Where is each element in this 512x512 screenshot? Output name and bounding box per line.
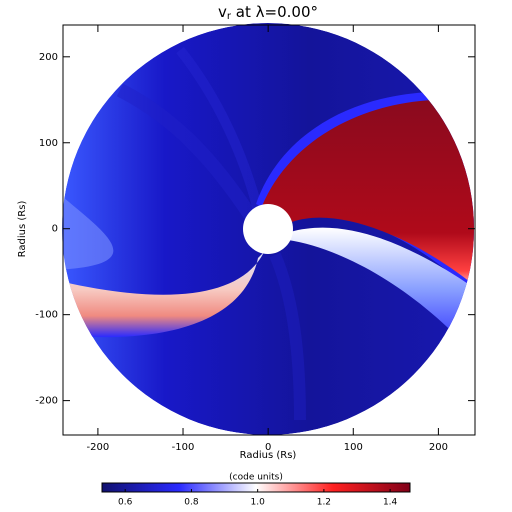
stream-interface (62, 190, 114, 270)
fast-stream (262, 100, 474, 290)
y-tick-label: -100 (35, 310, 58, 321)
colorbar (101, 482, 411, 493)
title-subscript: r (227, 11, 232, 22)
x-tick-label: 200 (429, 442, 448, 453)
x-axis-label: Radius (Rs) (240, 450, 297, 461)
x-tick-label: 0 (265, 442, 271, 453)
x-tick-label: -100 (172, 442, 195, 453)
x-tick-label: 100 (344, 442, 363, 453)
chart-title: vr at λ=0.00° (218, 3, 318, 23)
y-tick-label: 100 (39, 138, 58, 149)
stream (269, 252, 306, 421)
colorbar-tick-label: 1.0 (250, 498, 265, 508)
colorbar-tick-label: 1.2 (317, 498, 331, 508)
y-axis-label: Radius (Rs) (17, 201, 28, 258)
colorbar-tick-label: 1.4 (383, 498, 398, 508)
title-rest: at λ=0.00° (231, 3, 318, 21)
plot-frame (62, 24, 476, 436)
title-main: v (218, 3, 227, 21)
colorbar-tick-label: 0.6 (118, 498, 133, 508)
colorbar-label: (code units) (229, 473, 283, 483)
y-tick-label: 0 (52, 224, 58, 235)
inner-boundary (243, 204, 293, 254)
y-tick-label: 200 (39, 52, 58, 63)
stream (176, 46, 263, 212)
x-tick-label: -200 (87, 442, 110, 453)
y-tick-label: -200 (35, 396, 58, 407)
colorbar-tick-label: 0.8 (184, 498, 199, 508)
lower-stream (62, 252, 264, 338)
stream (116, 83, 256, 219)
